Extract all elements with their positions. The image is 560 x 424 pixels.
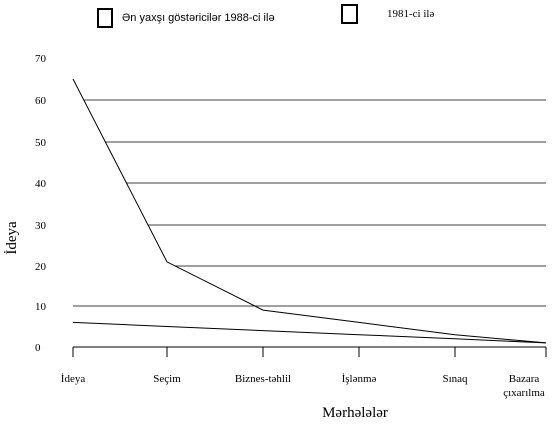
x-tick-label-5: Bazara çıxarılma <box>503 373 545 399</box>
y-tick-label-40: 40 <box>35 178 47 190</box>
y-tick-label-20: 20 <box>35 261 47 273</box>
x-tick-label-4: Sınaq <box>442 373 468 385</box>
legend-swatch-1981 <box>341 4 358 24</box>
y-tick-label-10: 10 <box>35 301 47 313</box>
y-axis-title: İdeya <box>4 221 20 255</box>
x-tick-label-1: Seçim <box>153 373 181 385</box>
x-tick-label-2: Biznes-təhlil <box>235 373 291 385</box>
x-tick-label-0: İdeya <box>61 373 86 385</box>
series-line-0 <box>72 78 547 344</box>
y-tick-label-60: 60 <box>35 95 47 107</box>
series-line-1 <box>72 321 547 344</box>
y-tick-label-0: 0 <box>35 342 41 354</box>
legend-swatch-1988 <box>97 8 113 28</box>
x-axis-title: Mərhələlər <box>322 405 388 421</box>
y-tick-label-30: 30 <box>35 220 47 232</box>
y-tick-label-70: 70 <box>35 53 47 65</box>
legend: Ən yaxşı göstəricilər 1988-ci ilə 1981-c… <box>97 4 434 28</box>
legend-label-1981: 1981-ci ilə <box>387 8 434 20</box>
y-tick-labels: 0 10 20 30 40 50 60 70 <box>35 53 47 354</box>
series-lines <box>72 78 547 344</box>
y-tick-label-50: 50 <box>35 137 47 149</box>
legend-label-1988: Ən yaxşı göstəricilər 1988-ci ilə <box>122 12 275 24</box>
gridlines <box>73 99 546 307</box>
x-tick-labels: İdeya Seçim Biznes-təhlil İşlənmə Sınaq Bazar… <box>61 373 545 399</box>
x-axis <box>72 346 547 357</box>
x-tick-label-3: İşlənmə <box>342 373 377 385</box>
